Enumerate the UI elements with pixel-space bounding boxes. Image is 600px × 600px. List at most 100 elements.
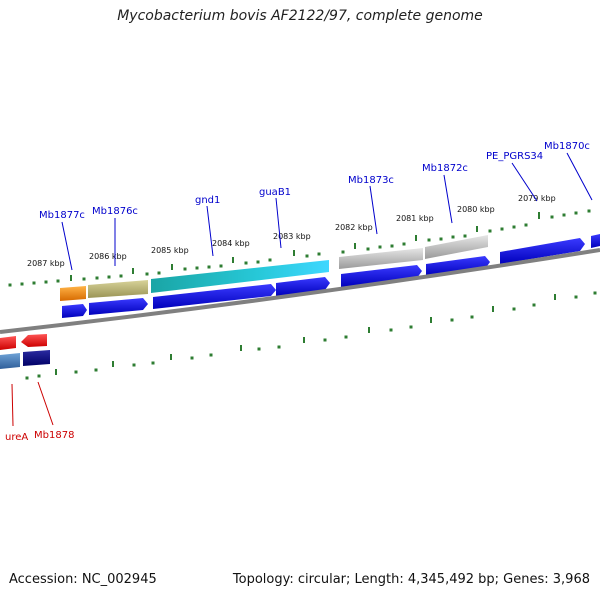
- scale-label-2082: 2082 kbp: [335, 223, 373, 232]
- gene-label-Mb1873c[interactable]: Mb1873c: [348, 175, 394, 186]
- cds-arrow[interactable]: [153, 284, 276, 309]
- top-leader-lines: [61, 152, 593, 271]
- scale-dot: [512, 307, 516, 311]
- scale-dot: [157, 271, 161, 275]
- scale-dot: [277, 345, 281, 349]
- leader-guaB1: [275, 197, 282, 249]
- scale-label-2084: 2084 kbp: [212, 239, 250, 248]
- scale-dot: [82, 277, 86, 281]
- scale-dot: [366, 247, 370, 251]
- cds-arrow[interactable]: [341, 265, 422, 287]
- bottom-leader-lines: [11, 381, 54, 427]
- cds-arrow[interactable]: [89, 298, 148, 315]
- cds-arrow[interactable]: [276, 277, 330, 296]
- accession-label: Accession: NC_002945: [9, 572, 157, 587]
- scale-dot: [74, 370, 78, 374]
- scale-label-2086: 2086 kbp: [89, 252, 127, 261]
- gene-label-ureA[interactable]: ureA: [5, 432, 28, 443]
- scale-dot: [562, 213, 566, 217]
- feature-orange[interactable]: [60, 286, 86, 301]
- scale-label-2087: 2087 kbp: [27, 259, 65, 268]
- scale-dot: [341, 250, 345, 254]
- leader-Mb1870c: [566, 152, 593, 201]
- feature-red-2[interactable]: [21, 334, 47, 347]
- gene-label-Mb1877c[interactable]: Mb1877c: [39, 210, 85, 221]
- bottom-gene-labels: ureA Mb1878: [5, 430, 74, 443]
- scale-dot: [389, 328, 393, 332]
- feature-teal[interactable]: [151, 260, 329, 293]
- scale-label-2079: 2079 kbp: [518, 194, 556, 203]
- scale-dot: [305, 254, 309, 258]
- scale-dot: [317, 252, 321, 256]
- leader-ureA: [11, 383, 14, 427]
- genome-summary: Topology: circular; Length: 4,345,492 bp…: [232, 572, 590, 587]
- scale-dot: [470, 315, 474, 319]
- cds-arrow[interactable]: [426, 256, 490, 276]
- scale-dot: [378, 245, 382, 249]
- cds-arrow[interactable]: [500, 238, 585, 264]
- scale-dot: [209, 353, 213, 357]
- scale-dot: [402, 242, 406, 246]
- scale-dot: [532, 303, 536, 307]
- scale-dot: [524, 223, 528, 227]
- cds-arrow[interactable]: [62, 304, 87, 318]
- gene-label-Mb1870c[interactable]: Mb1870c: [544, 141, 590, 152]
- gene-label-PE_PGRS34[interactable]: PE_PGRS34: [486, 151, 543, 162]
- feature-navy[interactable]: [23, 350, 50, 366]
- scale-dot: [56, 279, 60, 283]
- scale-dot: [257, 347, 261, 351]
- feature-red-1[interactable]: [0, 336, 16, 350]
- colored-feature-track: [60, 235, 488, 301]
- scale-dot: [323, 338, 327, 342]
- scale-dot: [183, 267, 187, 271]
- scale-dot: [20, 282, 24, 286]
- scale-label-2080: 2080 kbp: [457, 205, 495, 214]
- scale-dot: [145, 272, 149, 276]
- cds-track-forward: [62, 234, 600, 318]
- gene-label-Mb1878[interactable]: Mb1878: [34, 430, 74, 441]
- scale-dot: [119, 274, 123, 278]
- scale-dot: [219, 264, 223, 268]
- cds-arrow[interactable]: [591, 234, 600, 248]
- scale-dot: [32, 281, 36, 285]
- genome-backbone: [0, 248, 600, 334]
- scale-dot: [107, 275, 111, 279]
- feature-grey-2[interactable]: [425, 235, 488, 259]
- scale-dot: [451, 235, 455, 239]
- lower-scale-ticks: [25, 291, 597, 380]
- scale-dot: [450, 318, 454, 322]
- feature-khaki[interactable]: [88, 280, 148, 298]
- feature-grey-1[interactable]: [339, 248, 423, 269]
- reverse-feature-track: [0, 334, 50, 369]
- scale-dot: [8, 283, 12, 287]
- scale-label-2081: 2081 kbp: [396, 214, 434, 223]
- leader-Mb1877c: [61, 221, 73, 271]
- scale-labels: 2087 kbp 2086 kbp 2085 kbp 2084 kbp 2083…: [27, 194, 556, 268]
- gene-label-gnd1[interactable]: gnd1: [195, 195, 220, 206]
- scale-dot: [256, 260, 260, 264]
- scale-dot: [44, 280, 48, 284]
- scale-dot: [268, 258, 272, 262]
- scale-dot: [207, 265, 211, 269]
- feature-steelblue[interactable]: [0, 353, 20, 369]
- scale-dot: [409, 325, 413, 329]
- leader-Mb1878: [37, 381, 54, 426]
- scale-dot: [587, 209, 591, 213]
- gene-label-Mb1876c[interactable]: Mb1876c: [92, 206, 138, 217]
- scale-dot: [500, 227, 504, 231]
- map-title: Mycobacterium bovis AF2122/97, complete …: [117, 8, 483, 24]
- scale-dot: [344, 335, 348, 339]
- scale-dot: [151, 361, 155, 365]
- scale-dot: [132, 363, 136, 367]
- leader-Mb1873c: [369, 185, 378, 235]
- leader-Mb1872c: [443, 174, 453, 224]
- scale-dot: [95, 276, 99, 280]
- gene-label-guaB1[interactable]: guaB1: [259, 187, 291, 198]
- leader-gnd1: [206, 205, 214, 257]
- scale-dot: [439, 237, 443, 241]
- top-gene-labels: Mb1877c Mb1876c gnd1 guaB1 Mb1873c Mb187…: [39, 141, 590, 221]
- upper-scale-ticks: [8, 209, 591, 287]
- gene-label-Mb1872c[interactable]: Mb1872c: [422, 163, 468, 174]
- scale-dot: [94, 368, 98, 372]
